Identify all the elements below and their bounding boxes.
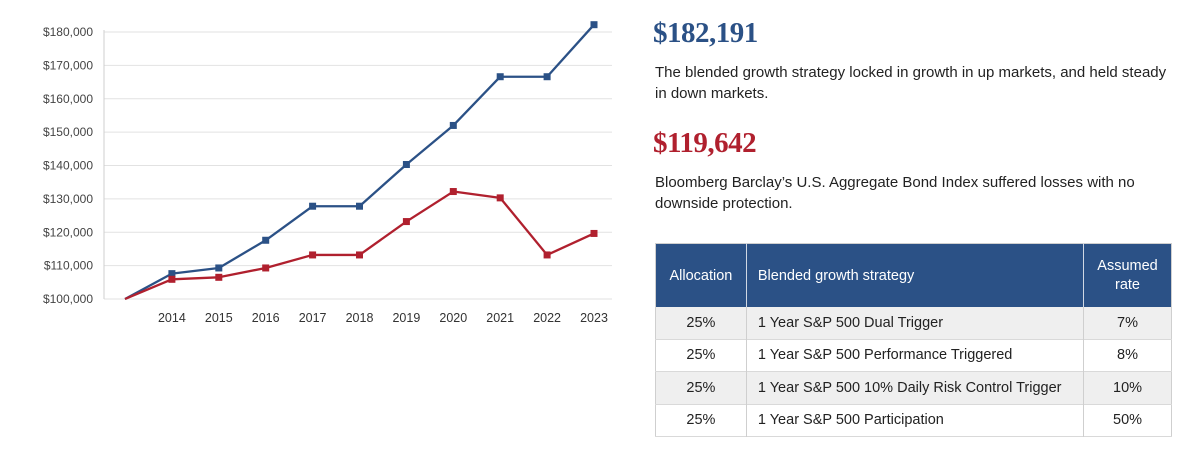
x-tick-label: 2018 <box>346 311 374 325</box>
series-2-point <box>215 273 223 281</box>
allocation-cell: 25% <box>655 404 747 437</box>
y-tick-label: $130,000 <box>43 192 93 206</box>
strategy-cell: 1 Year S&P 500 Dual Trigger <box>746 307 1085 339</box>
bond-index-description: Bloomberg Barclay’s U.S. Aggregate Bond … <box>655 174 1135 212</box>
y-tick-label: $160,000 <box>43 92 93 106</box>
table-row: 25% 1 Year S&P 500 Dual Trigger 7% <box>655 307 1172 339</box>
table-row: 25% 1 Year S&P 500 10% Daily Risk Contro… <box>655 371 1172 404</box>
series-2-point <box>402 218 410 226</box>
series-1-point <box>215 264 223 272</box>
series-1-point <box>356 202 363 210</box>
rate-cell: 7% <box>1083 307 1172 339</box>
series-2-point <box>543 251 551 259</box>
series-1-point <box>262 236 270 244</box>
header-strategy: Blended growth strategy <box>746 243 1085 307</box>
series-2-point <box>262 264 270 272</box>
rate-cell: 8% <box>1083 339 1172 372</box>
series-1-point <box>402 160 410 168</box>
growth-chart-svg: $100,000 $110,000 $120,000 $130,000 $140,000… <box>43 21 612 325</box>
strategy-cell: 1 Year S&P 500 Performance Triggered <box>746 339 1085 372</box>
series-1-point <box>168 270 176 278</box>
y-tick-label: $100,000 <box>43 292 93 306</box>
y-tick-label: $170,000 <box>43 58 93 72</box>
x-tick-label: 2016 <box>252 311 280 325</box>
y-tick-label: $110,000 <box>44 259 93 273</box>
blended-growth-description: The blended growth strategy locked in gr… <box>655 64 1167 102</box>
x-tick-label: 2019 <box>392 311 420 325</box>
y-tick-label: $180,000 <box>43 25 93 39</box>
rate-cell: 50% <box>1083 404 1172 437</box>
series-2-point <box>309 251 317 259</box>
allocation-cell: 25% <box>655 339 747 372</box>
y-tick-label: $150,000 <box>43 125 93 139</box>
series-2-point <box>590 229 598 237</box>
series-2-point <box>496 194 504 202</box>
series-2-point <box>168 275 176 283</box>
y-tick-label: $120,000 <box>43 225 93 239</box>
growth-chart: $100,000 $110,000 $120,000 $130,000 $140,000… <box>43 21 612 325</box>
x-tick-label: 2014 <box>158 311 186 325</box>
rate-cell: 10% <box>1083 371 1172 404</box>
series-2-point <box>356 251 363 259</box>
header-assumed-rate-label: Assumed rate <box>1097 257 1158 293</box>
x-tick-label: 2023 <box>580 311 608 325</box>
allocation-cell: 25% <box>655 371 747 404</box>
x-tick-label: 2022 <box>533 311 561 325</box>
strategy-cell: 1 Year S&P 500 Participation <box>746 404 1085 437</box>
header-allocation: Allocation <box>655 243 747 307</box>
blended-growth-value: $182,191 <box>653 17 758 49</box>
table-row: 25% 1 Year S&P 500 Performance Triggered… <box>655 339 1172 372</box>
table-row: 25% 1 Year S&P 500 Participation 50% <box>655 404 1172 437</box>
table-header-row: Allocation Blended growth strategy Assum… <box>655 243 1172 307</box>
header-assumed-rate: Assumed rate <box>1083 243 1172 307</box>
series-1-point <box>590 21 598 29</box>
x-tick-label: 2017 <box>299 311 327 325</box>
x-tick-label: 2021 <box>486 311 514 325</box>
series-1-point <box>543 73 551 81</box>
x-tick-label: 2020 <box>439 311 467 325</box>
series-1-point <box>496 73 504 81</box>
series-1-point <box>449 121 457 129</box>
y-tick-label: $140,000 <box>43 159 93 173</box>
allocation-table: Allocation Blended growth strategy Assum… <box>655 243 1172 437</box>
allocation-cell: 25% <box>655 307 747 339</box>
series-1-point <box>309 202 317 210</box>
series-2-point <box>449 188 457 196</box>
x-tick-label: 2015 <box>205 311 233 325</box>
strategy-cell: 1 Year S&P 500 10% Daily Risk Control Tr… <box>746 371 1085 404</box>
bond-index-value: $119,642 <box>653 127 757 159</box>
